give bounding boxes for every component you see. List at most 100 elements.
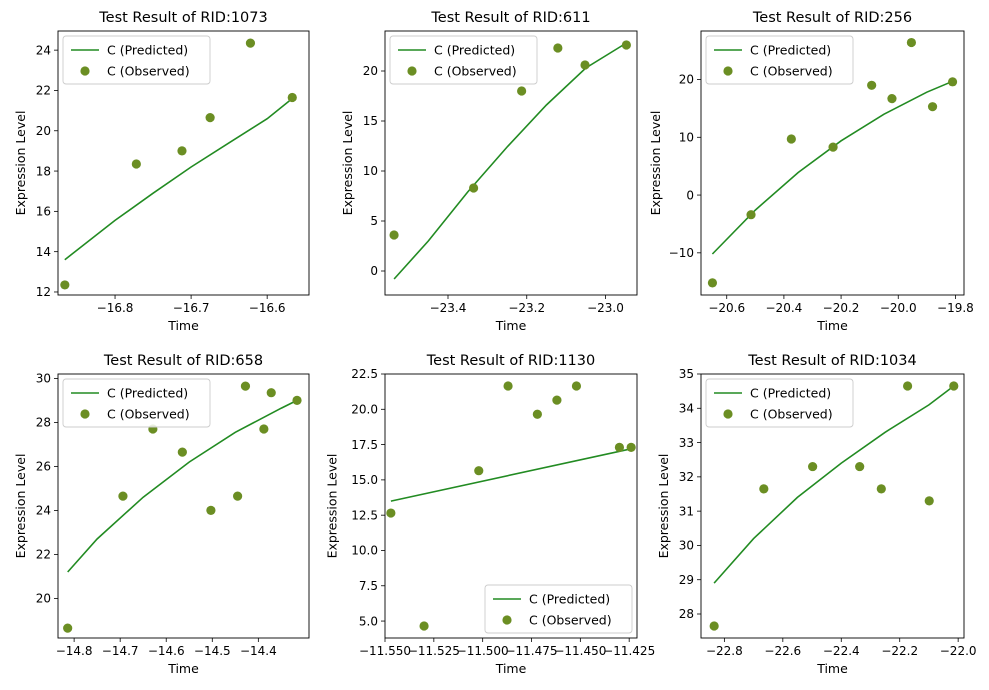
subplot-title: Test Result of RID:611 — [430, 10, 590, 26]
x-tick-label: −14.7 — [102, 644, 139, 658]
x-tick-label: −11.550 — [359, 644, 411, 658]
legend-marker-swatch — [723, 409, 733, 419]
axes-frame — [57, 30, 310, 296]
observed-point — [949, 381, 959, 391]
x-tick-label: −23.0 — [587, 301, 624, 315]
y-axis-label: Expression Level — [13, 454, 28, 559]
y-tick-label: 0 — [686, 188, 694, 202]
subplot-6: Test Result of RID:1034 −22.8 −22.6 −22.4 −2… — [656, 353, 977, 676]
observed-point — [386, 508, 396, 518]
plot-area — [63, 381, 302, 633]
subplot-title: Test Result of RID:1034 — [747, 353, 916, 369]
plot-area — [709, 381, 959, 631]
subplot-2: Test Result of RID:611 −23.4 −23.2 −23.0 0 5 1… — [340, 10, 638, 333]
observed-point — [906, 37, 917, 48]
observed-point — [287, 92, 297, 103]
x-tick-label: −20.2 — [823, 301, 860, 315]
observed-point — [855, 461, 865, 472]
legend: C (Predicted) C (Observed) — [62, 35, 211, 85]
legend-box — [62, 378, 211, 428]
x-tick-label: −14.6 — [148, 644, 185, 658]
legend: C (Predicted) C (Observed) — [705, 378, 854, 428]
observed-point — [503, 381, 513, 391]
x-tick-label: −20.4 — [766, 301, 803, 315]
legend-box — [484, 584, 633, 634]
y-tick-label: 34 — [679, 401, 694, 415]
plot-area — [389, 40, 631, 280]
x-axis-label: Time — [495, 318, 527, 333]
legend-marker-swatch — [407, 66, 417, 76]
y-tick-label: 20.0 — [351, 402, 378, 416]
legend: C (Predicted) C (Observed) — [62, 378, 211, 428]
observed-point — [876, 484, 886, 494]
legend-label: C (Predicted) — [434, 43, 515, 58]
legend-label: C (Predicted) — [107, 386, 188, 401]
y-tick-label: 12.5 — [351, 508, 378, 522]
observed-point — [240, 381, 251, 391]
x-tick-label: −16.7 — [173, 301, 210, 315]
x-axis-label: Time — [167, 661, 199, 676]
y-tick-label: 14 — [36, 245, 51, 259]
x-tick-label: −23.2 — [508, 301, 545, 315]
y-tick-label: 31 — [679, 504, 694, 518]
plot-area — [60, 38, 297, 290]
y-tick-label: 7.5 — [359, 579, 378, 593]
y-axis-label: Expression Level — [325, 454, 340, 559]
y-tick-label: 20 — [679, 73, 694, 87]
legend: C (Predicted) C (Observed) — [389, 35, 538, 85]
observed-point — [553, 43, 563, 53]
x-tick-label: −11.425 — [603, 644, 655, 658]
y-tick-label: 32 — [679, 470, 694, 484]
observed-point — [759, 484, 769, 494]
predicted-line — [711, 80, 953, 255]
observed-point — [292, 395, 302, 405]
observed-point — [626, 442, 636, 453]
legend: C (Predicted) C (Observed) — [484, 584, 633, 634]
observed-point — [205, 113, 215, 123]
legend-marker-swatch — [723, 66, 733, 76]
observed-point — [389, 230, 399, 240]
x-tick-label: −16.6 — [249, 301, 286, 315]
y-tick-label: 30 — [679, 539, 694, 553]
y-axis-label: Expression Level — [340, 111, 355, 216]
subplot-3: Test Result of RID:256 −20.6 −20.4 −20.2 −20… — [648, 10, 974, 333]
x-tick-label: −22.8 — [706, 644, 743, 658]
observed-point — [474, 466, 484, 476]
y-tick-label: 5.0 — [359, 614, 378, 628]
observed-point — [60, 280, 70, 290]
x-tick-label: −14.5 — [194, 644, 231, 658]
x-tick-label: −11.525 — [408, 644, 460, 658]
legend-marker-swatch — [80, 66, 90, 76]
observed-point — [927, 102, 938, 112]
legend-label: C (Predicted) — [529, 592, 610, 607]
y-tick-label: 20 — [36, 124, 51, 138]
y-tick-label: 18 — [36, 164, 51, 178]
y-tick-label: 28 — [679, 607, 694, 621]
plot-area — [386, 381, 636, 631]
legend-marker-swatch — [502, 615, 512, 625]
y-tick-label: 12 — [36, 285, 51, 299]
observed-point — [131, 159, 141, 169]
x-tick-label: −16.8 — [97, 301, 134, 315]
y-tick-label: 10 — [363, 164, 378, 178]
y-tick-label: 22 — [36, 548, 51, 562]
y-axis-label: Expression Level — [648, 111, 663, 216]
legend-box — [62, 35, 211, 85]
x-tick-label: −22.4 — [823, 644, 860, 658]
y-axis-label: Expression Level — [656, 454, 671, 559]
observed-point — [709, 621, 719, 631]
legend-label: C (Predicted) — [750, 386, 831, 401]
subplot-title: Test Result of RID:1073 — [98, 10, 267, 26]
y-tick-label: 28 — [36, 416, 51, 430]
x-tick-label: −22.6 — [764, 644, 801, 658]
y-tick-label: 17.5 — [351, 438, 378, 452]
legend-box — [705, 35, 854, 85]
predicted-line — [390, 448, 632, 502]
x-tick-label: −20.6 — [708, 301, 745, 315]
legend-label: C (Predicted) — [750, 43, 831, 58]
x-axis-label: Time — [167, 318, 199, 333]
subplot-4: Test Result of RID:658 −14.8 −14.7 −14.6 −14… — [13, 353, 310, 676]
observed-point — [206, 505, 216, 515]
y-tick-label: 15.0 — [351, 473, 378, 487]
y-tick-label: 24 — [36, 43, 51, 57]
